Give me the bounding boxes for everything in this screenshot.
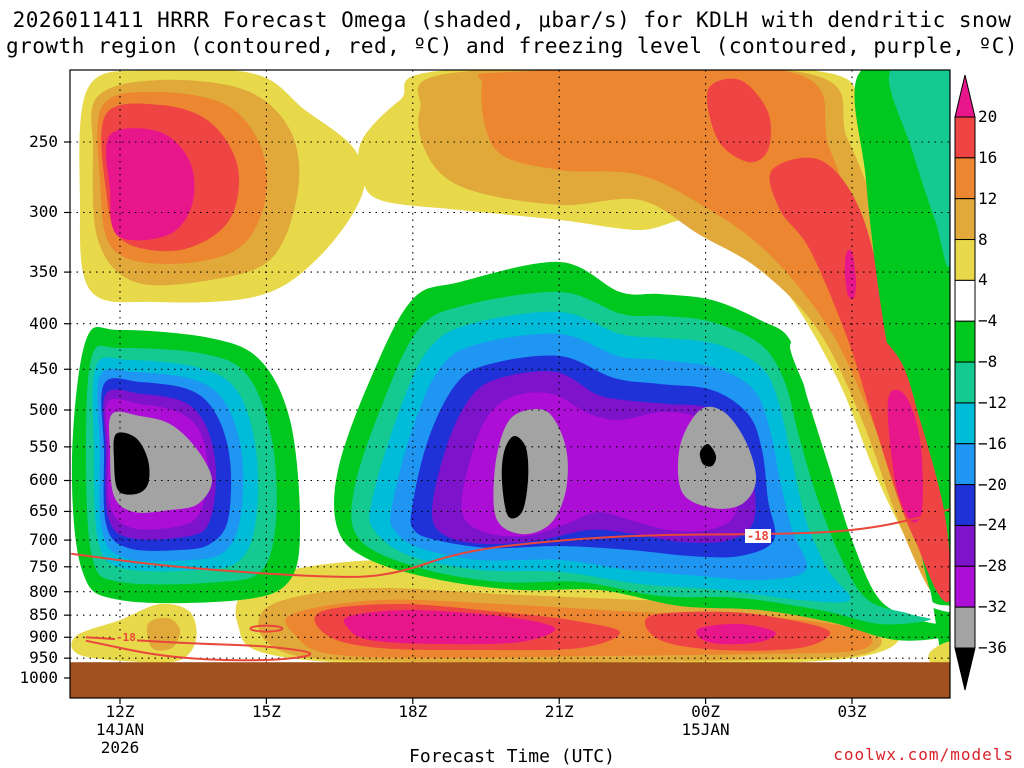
y-tick-label: 400 bbox=[29, 313, 58, 333]
plot-frame bbox=[69, 69, 951, 699]
gridlines bbox=[70, 70, 950, 698]
colorbar-bottom-arrow bbox=[954, 647, 976, 691]
temperature-contours bbox=[71, 507, 950, 662]
contour-small-loop-b bbox=[249, 624, 284, 633]
colorbar-bin bbox=[954, 239, 976, 281]
site-credit: coolwx.com/models bbox=[833, 745, 1014, 764]
ascent-main-36b bbox=[677, 406, 757, 509]
x-tick-time: 12Z bbox=[105, 702, 135, 721]
subsidence-ul-20 bbox=[106, 128, 195, 241]
y-tick-label: 300 bbox=[29, 202, 58, 222]
x-tick-label: 15Z bbox=[221, 703, 311, 721]
terrain-ground bbox=[70, 662, 950, 698]
x-tick-time: 18Z bbox=[398, 702, 428, 721]
ascent-left-max bbox=[113, 432, 150, 495]
colorbar-bin bbox=[954, 524, 976, 567]
x-tick-time: 21Z bbox=[544, 702, 574, 721]
colorbar-label: −24 bbox=[978, 515, 1007, 535]
colorbar-label: 20 bbox=[978, 107, 998, 126]
colorbar-label: 16 bbox=[978, 147, 998, 167]
colorbar-label: −32 bbox=[978, 597, 1007, 617]
y-tick-label: 350 bbox=[29, 262, 58, 282]
y-tick-label: 750 bbox=[29, 556, 58, 576]
y-tick-label: 650 bbox=[29, 501, 58, 521]
y-tick-label: 800 bbox=[29, 581, 58, 601]
contour-line-0 bbox=[71, 507, 950, 578]
x-axis-title: Forecast Time (UTC) bbox=[409, 746, 615, 767]
x-tick-label: 18Z bbox=[368, 703, 458, 721]
ascent-main-max-a bbox=[501, 435, 529, 519]
colorbar-bin bbox=[954, 279, 976, 322]
colorbar-label: −12 bbox=[978, 392, 1007, 412]
y-tick-label: 1000 bbox=[19, 668, 58, 687]
colorbar-bin bbox=[954, 484, 976, 526]
x-tick-date: 15JAN bbox=[681, 720, 730, 739]
colorbar-bin bbox=[954, 116, 976, 159]
subsidence-ur-16a bbox=[706, 78, 772, 163]
colorbar-top-arrow bbox=[954, 74, 976, 118]
y-tick-label: 500 bbox=[29, 400, 58, 419]
x-tick-date: 14JAN bbox=[95, 720, 145, 739]
colorbar-bin bbox=[954, 565, 976, 608]
colorbar-label: 12 bbox=[978, 188, 998, 208]
y-tick-label: 450 bbox=[29, 359, 58, 379]
colorbar-label: −28 bbox=[978, 556, 1007, 576]
colorbar-bin bbox=[954, 157, 976, 200]
colorbar-label: 8 bbox=[978, 229, 988, 249]
colorbar-bin bbox=[954, 606, 976, 649]
colorbar-label: −20 bbox=[978, 474, 1007, 494]
y-tick-label: 850 bbox=[29, 605, 58, 625]
ascent-main-max-b bbox=[699, 443, 717, 467]
x-tick-time: 00Z bbox=[691, 702, 721, 721]
subsidence-ur-20b bbox=[844, 249, 857, 300]
x-tick-label: 12Z 14JAN 2026 bbox=[75, 703, 165, 757]
x-tick-date: 2026 bbox=[100, 738, 140, 757]
colorbar-label: −8 bbox=[978, 352, 998, 372]
x-tick-label: 00Z 15JAN bbox=[661, 703, 751, 739]
x-tick-time: 15Z bbox=[251, 702, 281, 721]
subsidence-low-20b bbox=[696, 623, 776, 645]
colorbar-bin bbox=[954, 198, 976, 241]
y-tick-label: 900 bbox=[29, 627, 58, 647]
ascent-right-12 bbox=[888, 70, 950, 268]
x-tick-time: 03Z bbox=[837, 702, 867, 721]
subsidence-se-4 bbox=[928, 641, 950, 666]
contour-label-dendritic: -18 bbox=[745, 529, 771, 543]
y-tick-label: 250 bbox=[29, 132, 58, 151]
colorbar-bin bbox=[954, 402, 976, 445]
chart-title-line-2: growth region (contoured, red, ºC) and f… bbox=[5, 34, 1019, 58]
x-tick-label: 03Z bbox=[807, 703, 897, 721]
contour-line-1 bbox=[85, 636, 312, 662]
y-tick-label: 950 bbox=[29, 648, 58, 668]
y-tick-label: 700 bbox=[29, 530, 58, 550]
colorbar-bin bbox=[954, 320, 976, 363]
y-tick-label: 600 bbox=[29, 470, 58, 490]
x-tick-label: 21Z bbox=[514, 703, 604, 721]
chart-title-line-1: 2026011411 HRRR Forecast Omega (shaded, … bbox=[12, 8, 1012, 32]
colorbar-bin bbox=[954, 443, 976, 486]
contour-label-lower: -18 bbox=[115, 631, 137, 644]
colorbar-label: −4 bbox=[978, 311, 998, 331]
subsidence-low-20a bbox=[343, 610, 556, 645]
omega-shaded-field bbox=[71, 70, 950, 672]
neutral-strip bbox=[789, 340, 950, 612]
colorbar-label: 4 bbox=[978, 270, 988, 290]
ground-fill bbox=[70, 662, 950, 698]
colorbar-label: −36 bbox=[978, 638, 1007, 657]
axis-ticks bbox=[64, 141, 853, 704]
colorbar-label: −16 bbox=[978, 433, 1007, 453]
subsidence-ur-20c bbox=[887, 389, 923, 523]
y-tick-label: 550 bbox=[29, 436, 58, 456]
colorbar bbox=[954, 74, 976, 691]
colorbar-bin bbox=[954, 361, 976, 404]
